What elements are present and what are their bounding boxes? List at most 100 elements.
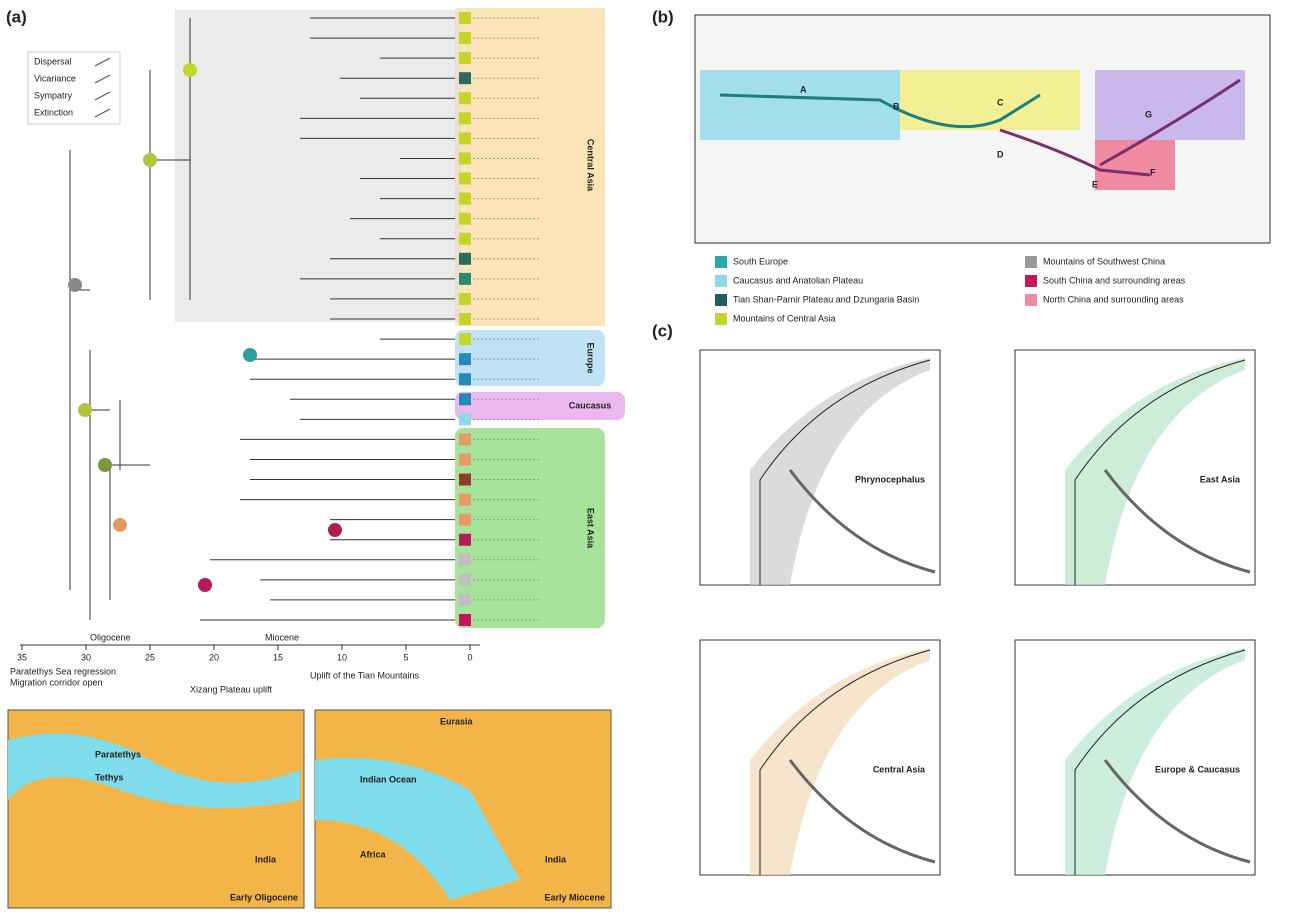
panel-label: (b) <box>652 7 674 26</box>
tip-box <box>459 52 471 64</box>
legend-text: Tian Shan-Pamir Plateau and Dzungaria Ba… <box>733 294 919 304</box>
tip-box <box>459 193 471 205</box>
map-label: India <box>255 854 277 864</box>
tip-box <box>459 233 471 245</box>
panel-label: (c) <box>652 321 673 340</box>
tip-box <box>459 474 471 486</box>
tick-label: 10 <box>337 652 347 662</box>
tip-box <box>459 92 471 104</box>
region-label: Central Asia <box>586 139 596 192</box>
band <box>455 8 605 326</box>
legend-swatch <box>715 275 727 287</box>
map-label: Eurasia <box>440 716 474 726</box>
tip-box <box>459 253 471 265</box>
tip-box <box>459 313 471 325</box>
tip-box <box>459 433 471 445</box>
node <box>68 278 82 292</box>
tip-box <box>459 173 471 185</box>
figure: (a) (b) (c) Central Asia Europe Caucasus East … <box>0 0 1295 911</box>
tip-box <box>459 353 471 365</box>
map-letter: A <box>800 84 807 94</box>
node <box>78 403 92 417</box>
tick-label: 15 <box>273 652 283 662</box>
map-title: Early Oligocene <box>230 892 298 902</box>
panel-label: (a) <box>6 7 27 26</box>
legend-swatch <box>715 294 727 306</box>
tick-label: 25 <box>145 652 155 662</box>
legend-text: Dispersal <box>34 56 72 66</box>
area <box>700 70 900 140</box>
tip-box <box>459 152 471 164</box>
note: Uplift of the Tian Mountains <box>310 670 420 680</box>
epoch: Oligocene <box>90 632 131 642</box>
tip-box <box>459 112 471 124</box>
map-letter: D <box>997 149 1004 159</box>
map-letter: C <box>997 97 1004 107</box>
plot-label: Europe & Caucasus <box>1155 764 1240 774</box>
legend-swatch <box>1025 294 1037 306</box>
tip-box <box>459 574 471 586</box>
plot-label: East Asia <box>1200 474 1241 484</box>
node <box>328 523 342 537</box>
tip-box <box>459 413 471 425</box>
legend-swatch <box>1025 275 1037 287</box>
plot-label: Central Asia <box>873 764 926 774</box>
node <box>243 348 257 362</box>
tip-box <box>459 213 471 225</box>
shade <box>175 10 460 322</box>
band <box>455 330 605 386</box>
band <box>455 428 605 628</box>
map-title: Early Miocene <box>544 892 605 902</box>
plot-label: Phrynocephalus <box>855 474 925 484</box>
node <box>198 578 212 592</box>
tip-box <box>459 273 471 285</box>
tip-box <box>459 132 471 144</box>
tip-box <box>459 393 471 405</box>
tick-label: 35 <box>17 652 27 662</box>
legend-swatch <box>715 256 727 268</box>
map-letter: F <box>1150 167 1156 177</box>
legend-text: Vicariance <box>34 73 76 83</box>
note: Migration corridor open <box>10 677 103 687</box>
tip-box <box>459 514 471 526</box>
tip-box <box>459 614 471 626</box>
tip-box <box>459 12 471 24</box>
map-label: Tethys <box>95 772 123 782</box>
tip-box <box>459 594 471 606</box>
node <box>98 458 112 472</box>
map-label: Paratethys <box>95 749 141 759</box>
node <box>183 63 197 77</box>
note: Paratethys Sea regression <box>10 666 116 676</box>
legend-text: Mountains of Central Asia <box>733 313 836 323</box>
map-label: Africa <box>360 849 387 859</box>
tick-label: 20 <box>209 652 219 662</box>
legend-swatch <box>1025 256 1037 268</box>
note: Xizang Plateau uplift <box>190 684 273 694</box>
map-letter: E <box>1092 179 1098 189</box>
legend-text: Mountains of Southwest China <box>1043 256 1165 266</box>
node <box>143 153 157 167</box>
map-letter: B <box>893 101 900 111</box>
tip-box <box>459 333 471 345</box>
epoch: Miocene <box>265 632 299 642</box>
map-label: Indian Ocean <box>360 774 417 784</box>
legend-text: Caucasus and Anatolian Plateau <box>733 275 863 285</box>
region-label: Europe <box>586 342 596 373</box>
legend-text: South China and surrounding areas <box>1043 275 1186 285</box>
tick-label: 5 <box>403 652 408 662</box>
area <box>1095 70 1245 140</box>
tip-box <box>459 32 471 44</box>
legend-text: Extinction <box>34 107 73 117</box>
region-label: Caucasus <box>569 400 612 410</box>
legend-text: South Europe <box>733 256 788 266</box>
tip-box <box>459 534 471 546</box>
map-label: India <box>545 854 567 864</box>
tick-label: 30 <box>81 652 91 662</box>
node <box>113 518 127 532</box>
tip-box <box>459 554 471 566</box>
tip-box <box>459 72 471 84</box>
map-letter: G <box>1145 109 1152 119</box>
region-label: East Asia <box>586 508 596 549</box>
tick-label: 0 <box>467 652 472 662</box>
legend-text: Sympatry <box>34 90 73 100</box>
